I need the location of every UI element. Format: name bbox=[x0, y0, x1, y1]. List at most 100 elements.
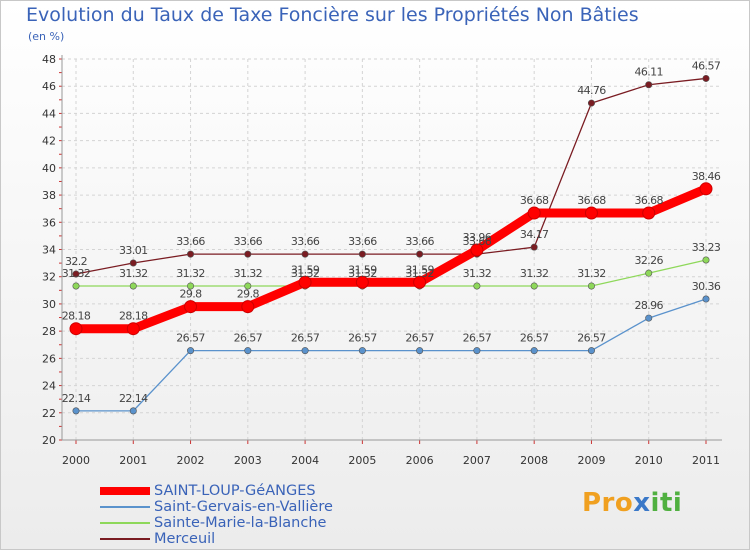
data-label: 32.26 bbox=[634, 254, 663, 267]
data-label: 33.66 bbox=[291, 235, 320, 248]
data-point bbox=[187, 347, 195, 355]
legend-label: Merceuil bbox=[154, 531, 216, 547]
data-point bbox=[702, 256, 710, 264]
data-point bbox=[416, 250, 424, 258]
legend-swatch bbox=[100, 522, 150, 524]
data-point bbox=[413, 275, 427, 289]
data-point bbox=[355, 275, 369, 289]
data-label: 33.66 bbox=[176, 235, 205, 248]
data-label: 28.18 bbox=[119, 310, 148, 323]
data-label: 31.32 bbox=[577, 267, 606, 280]
data-label: 29.8 bbox=[179, 288, 202, 301]
y-tick-label: 32 bbox=[42, 271, 56, 284]
legend-item: Saint-Gervais-en-Vallière bbox=[100, 499, 333, 515]
x-tick-label: 2002 bbox=[177, 454, 205, 467]
data-point bbox=[129, 282, 137, 290]
y-tick-label: 42 bbox=[42, 135, 56, 148]
data-label: 33.66 bbox=[234, 235, 263, 248]
y-tick-label: 38 bbox=[42, 189, 56, 202]
data-point bbox=[473, 347, 481, 355]
data-point bbox=[129, 259, 137, 267]
x-tick-label: 2001 bbox=[119, 454, 147, 467]
data-label: 26.57 bbox=[463, 332, 492, 345]
data-point bbox=[72, 282, 80, 290]
x-tick-label: 2006 bbox=[406, 454, 434, 467]
data-label: 26.57 bbox=[176, 332, 205, 345]
data-point bbox=[69, 322, 83, 336]
data-point bbox=[645, 81, 653, 89]
data-label: 30.36 bbox=[692, 280, 721, 293]
data-point bbox=[587, 347, 595, 355]
series-line bbox=[71, 184, 711, 334]
data-label: 26.57 bbox=[348, 332, 377, 345]
y-tick-label: 26 bbox=[42, 352, 56, 365]
data-label: 36.68 bbox=[634, 194, 663, 207]
y-tick-label: 44 bbox=[42, 107, 56, 120]
data-label: 26.57 bbox=[405, 332, 434, 345]
x-tick-label: 2007 bbox=[463, 454, 491, 467]
legend-swatch bbox=[100, 506, 150, 508]
data-label: 26.57 bbox=[577, 332, 606, 345]
chart-legend: SAINT-LOUP-GéANGES Saint-Gervais-en-Valli… bbox=[100, 483, 333, 547]
data-point bbox=[702, 74, 710, 82]
legend-label: Sainte-Marie-la-Blanche bbox=[154, 515, 327, 531]
chart-title: Evolution du Taux de Taxe Foncière sur l… bbox=[26, 4, 639, 26]
x-tick-label: 2011 bbox=[692, 454, 720, 467]
series-line bbox=[75, 298, 707, 412]
proxiti-logo: Proxiti bbox=[582, 488, 683, 518]
data-label: 46.11 bbox=[634, 66, 663, 79]
data-point bbox=[187, 250, 195, 258]
data-label: 31.59 bbox=[405, 263, 434, 276]
data-point bbox=[530, 282, 538, 290]
x-tick-label: 2003 bbox=[234, 454, 262, 467]
x-tick-label: 2009 bbox=[577, 454, 605, 467]
data-point bbox=[642, 206, 656, 220]
data-point bbox=[301, 347, 309, 355]
y-tick-label: 20 bbox=[42, 434, 56, 447]
data-label: 36.68 bbox=[520, 194, 549, 207]
y-tick-label: 22 bbox=[42, 407, 56, 420]
data-point bbox=[530, 243, 538, 251]
data-point bbox=[584, 206, 598, 220]
data-point bbox=[187, 282, 195, 290]
data-point bbox=[298, 275, 312, 289]
legend-label: SAINT-LOUP-GéANGES bbox=[154, 483, 316, 499]
data-point bbox=[587, 99, 595, 107]
y-tick-label: 24 bbox=[42, 380, 56, 393]
data-label: 33.66 bbox=[348, 235, 377, 248]
x-tick-label: 2008 bbox=[520, 454, 548, 467]
data-label: 34.17 bbox=[520, 228, 549, 241]
data-label: 31.32 bbox=[463, 267, 492, 280]
data-point bbox=[244, 282, 252, 290]
data-point bbox=[699, 182, 713, 196]
y-tick-label: 48 bbox=[42, 53, 56, 66]
x-tick-label: 2010 bbox=[635, 454, 663, 467]
data-label: 22.14 bbox=[119, 392, 148, 405]
data-label: 26.57 bbox=[520, 332, 549, 345]
y-tick-label: 46 bbox=[42, 80, 56, 93]
y-tick-label: 28 bbox=[42, 325, 56, 338]
data-point bbox=[527, 206, 541, 220]
data-label: 32.2 bbox=[65, 255, 87, 268]
data-label: 31.32 bbox=[405, 267, 434, 280]
data-point bbox=[72, 407, 80, 415]
x-tick-label: 2005 bbox=[348, 454, 376, 467]
data-label: 28.18 bbox=[62, 310, 91, 323]
data-label: 31.32 bbox=[291, 267, 320, 280]
data-label: 29.8 bbox=[237, 288, 260, 301]
legend-label: Saint-Gervais-en-Vallière bbox=[154, 499, 333, 515]
data-label: 31.59 bbox=[291, 263, 320, 276]
data-label: 31.32 bbox=[520, 267, 549, 280]
y-tick-label: 34 bbox=[42, 244, 56, 257]
data-point bbox=[184, 300, 198, 314]
data-label: 33.23 bbox=[692, 241, 721, 254]
data-label: 36.68 bbox=[577, 194, 606, 207]
data-point bbox=[244, 250, 252, 258]
data-point bbox=[241, 300, 255, 314]
data-point bbox=[587, 282, 595, 290]
x-tick-label: 2000 bbox=[62, 454, 90, 467]
y-tick-label: 30 bbox=[42, 298, 56, 311]
data-label: 46.57 bbox=[692, 59, 721, 72]
data-label: 31.32 bbox=[176, 267, 205, 280]
